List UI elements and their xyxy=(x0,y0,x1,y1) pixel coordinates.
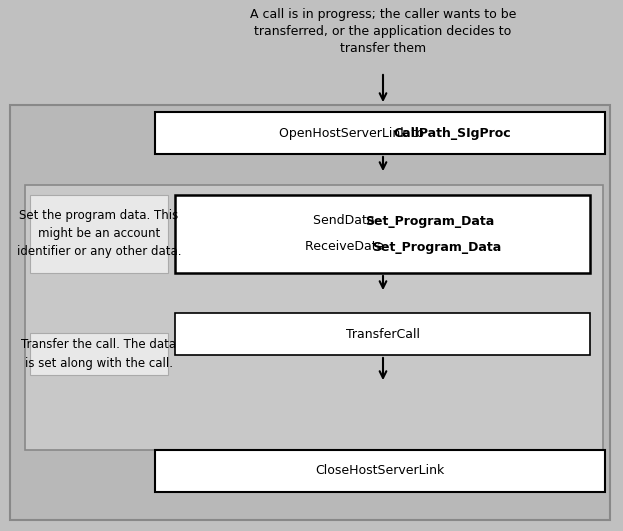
Bar xyxy=(175,313,590,355)
Bar xyxy=(155,450,605,492)
Text: OpenHostServerLink to: OpenHostServerLink to xyxy=(279,126,428,140)
Text: Transfer the call. The data
is set along with the call.: Transfer the call. The data is set along… xyxy=(21,338,176,370)
Text: SendData: SendData xyxy=(313,215,383,227)
Bar xyxy=(175,195,590,273)
Bar xyxy=(30,195,168,273)
Bar xyxy=(10,105,610,520)
Bar xyxy=(155,112,605,154)
Bar xyxy=(30,333,168,375)
Text: A call is in progress; the caller wants to be
transferred, or the application de: A call is in progress; the caller wants … xyxy=(250,8,516,55)
Text: TransferCall: TransferCall xyxy=(346,328,419,340)
Bar xyxy=(25,185,603,450)
Text: ReceiveData: ReceiveData xyxy=(305,241,392,253)
Text: CallPath_SIgProc: CallPath_SIgProc xyxy=(394,126,511,140)
Text: Set_Program_Data: Set_Program_Data xyxy=(365,215,494,227)
Text: Set_Program_Data: Set_Program_Data xyxy=(373,241,502,253)
Text: CloseHostServerLink: CloseHostServerLink xyxy=(315,465,445,477)
Text: Set the program data. This
might be an account
identifier or any other data.: Set the program data. This might be an a… xyxy=(17,210,181,259)
